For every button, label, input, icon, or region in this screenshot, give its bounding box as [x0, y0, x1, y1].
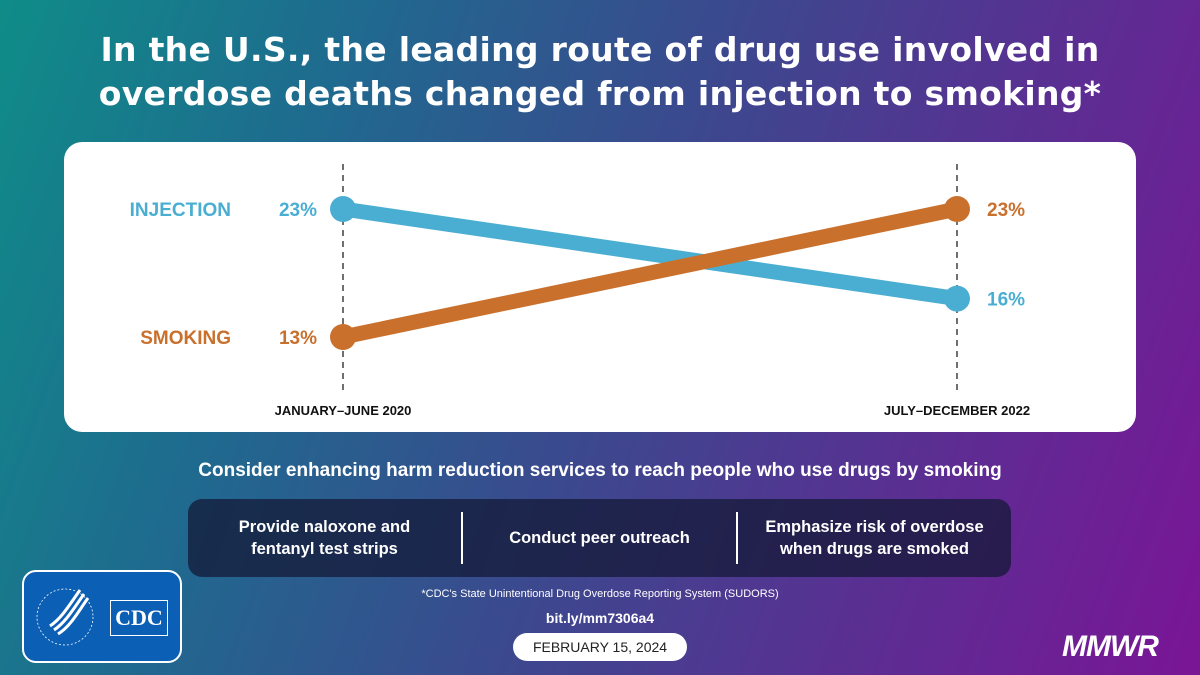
data-label: 16% — [987, 290, 1025, 311]
action-naloxone: Provide naloxone and fentanyl test strips — [238, 518, 411, 558]
subtitle: Consider enhancing harm reduction servic… — [198, 460, 1002, 481]
actions-panel: Provide naloxone and fentanyl test strips… — [188, 499, 1011, 577]
series-label: INJECTION — [130, 200, 231, 221]
date-badge: FEBRUARY 15, 2024 — [513, 633, 687, 661]
hhs-eagle-icon — [36, 588, 94, 646]
series-line-injection — [341, 201, 959, 307]
x-tick-label: JULY–DECEMBER 2022 — [884, 403, 1030, 418]
data-label: 23% — [987, 200, 1025, 221]
action-emphasize-risk: Emphasize risk of overdose when drugs are… — [765, 518, 984, 558]
data-point — [944, 285, 970, 312]
slope-chart: JANUARY–JUNE 2020 JULY–DECEMBER 2022 23% 16… — [130, 164, 1030, 418]
data-point — [330, 324, 356, 350]
cdc-hhs-logo: CDC — [22, 570, 182, 663]
divider — [461, 512, 463, 564]
chart-card: JANUARY–JUNE 2020 JULY–DECEMBER 2022 23% 16… — [64, 142, 1136, 432]
report-link[interactable]: bit.ly/mm7306a4 — [545, 610, 655, 626]
mmwr-logo: MMWR — [1062, 630, 1159, 663]
source-note: *CDC's State Unintentional Drug Overdose… — [421, 588, 779, 600]
series-label: SMOKING — [140, 328, 231, 349]
data-label: 23% — [279, 200, 317, 221]
divider — [736, 512, 738, 564]
data-point — [944, 196, 970, 222]
x-tick-label: JANUARY–JUNE 2020 — [275, 403, 412, 418]
series-line-smoking — [341, 201, 959, 345]
data-label: 13% — [279, 328, 317, 349]
headline: In the U.S., the leading route of drug u… — [98, 30, 1102, 113]
data-point — [330, 196, 356, 222]
action-peer-outreach: Conduct peer outreach — [509, 529, 690, 547]
cdc-logo-text: CDC — [110, 600, 168, 636]
